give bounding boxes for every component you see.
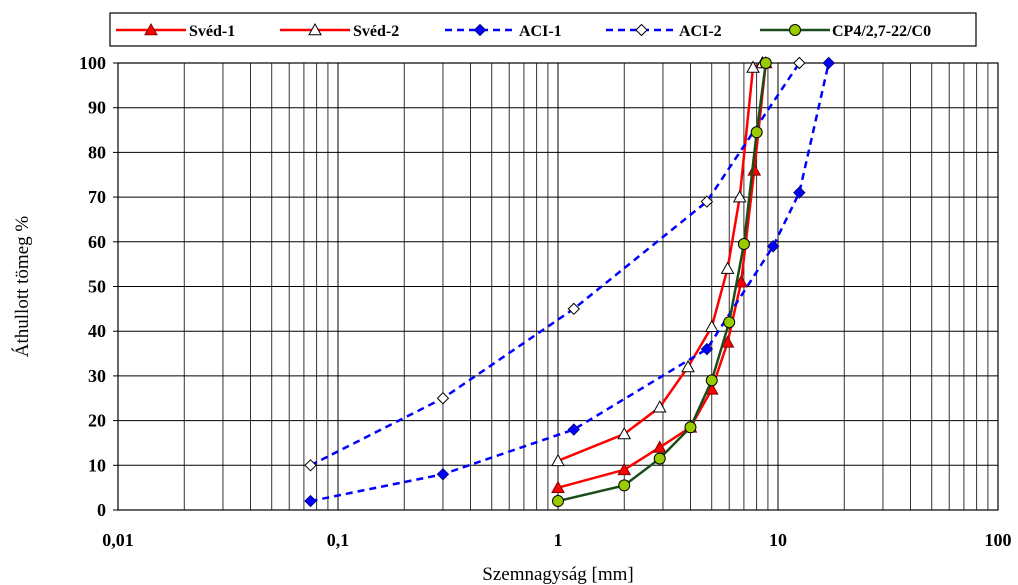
x-tick-label: 0,1 — [327, 530, 350, 550]
y-tick-label: 60 — [88, 232, 106, 252]
y-tick-label: 100 — [79, 53, 106, 73]
data-point — [794, 187, 805, 198]
legend-label: Svéd-2 — [353, 23, 399, 40]
legend-label: CP4/2,7-22/C0 — [832, 23, 931, 40]
data-point — [748, 164, 760, 175]
data-point — [685, 422, 696, 433]
y-tick-label: 40 — [88, 321, 106, 341]
x-tick-label: 0,01 — [102, 530, 134, 550]
legend-label: ACI-2 — [679, 23, 722, 40]
data-point — [738, 239, 749, 250]
series-line — [311, 63, 829, 501]
legend-marker — [790, 25, 801, 36]
series-aci-1 — [305, 58, 834, 507]
data-point — [722, 263, 734, 274]
series-line — [311, 63, 800, 465]
data-point — [760, 58, 771, 69]
y-tick-label: 20 — [88, 411, 106, 431]
y-tick-label: 90 — [88, 98, 106, 118]
y-tick-label: 10 — [88, 455, 106, 475]
data-point — [305, 496, 316, 507]
y-tick-label: 30 — [88, 366, 106, 386]
x-axis-ticks: 0,01 0,1 1 10 100 — [102, 530, 1011, 550]
x-tick-label: 1 — [554, 530, 563, 550]
series-line — [558, 63, 766, 501]
series-sv-d-2 — [552, 57, 768, 466]
y-axis-ticks: 0 10 20 30 40 50 60 70 80 90 100 — [79, 53, 118, 520]
data-point — [706, 375, 717, 386]
y-axis-title: Áthullott tömeg % — [11, 216, 33, 358]
data-point — [305, 460, 316, 471]
data-point — [437, 393, 448, 404]
data-point — [654, 441, 666, 452]
y-tick-label: 70 — [88, 187, 106, 207]
x-axis-title: Szemnagyság [mm] — [482, 564, 633, 585]
y-tick-label: 50 — [88, 277, 106, 297]
data-point — [437, 469, 448, 480]
data-point — [568, 424, 579, 435]
data-point — [823, 58, 834, 69]
series-aci-2 — [305, 58, 805, 471]
x-tick-label: 10 — [769, 530, 787, 550]
data-point — [654, 453, 665, 464]
data-point — [751, 127, 762, 138]
legend-label: ACI-1 — [519, 23, 562, 40]
data-point — [706, 321, 718, 332]
data-point — [553, 496, 564, 507]
x-tick-label: 100 — [985, 530, 1012, 550]
data-point — [619, 480, 630, 491]
series-layer — [305, 57, 834, 507]
legend-label: Svéd-1 — [189, 23, 235, 40]
data-point — [724, 317, 735, 328]
legend: Svéd-1 Svéd-2 ACI-1 ACI-2 CP4/2,7-22/C0 — [110, 13, 976, 46]
y-tick-label: 80 — [88, 142, 106, 162]
series-line — [558, 63, 766, 488]
y-tick-label: 0 — [97, 500, 106, 520]
grid — [118, 63, 998, 510]
